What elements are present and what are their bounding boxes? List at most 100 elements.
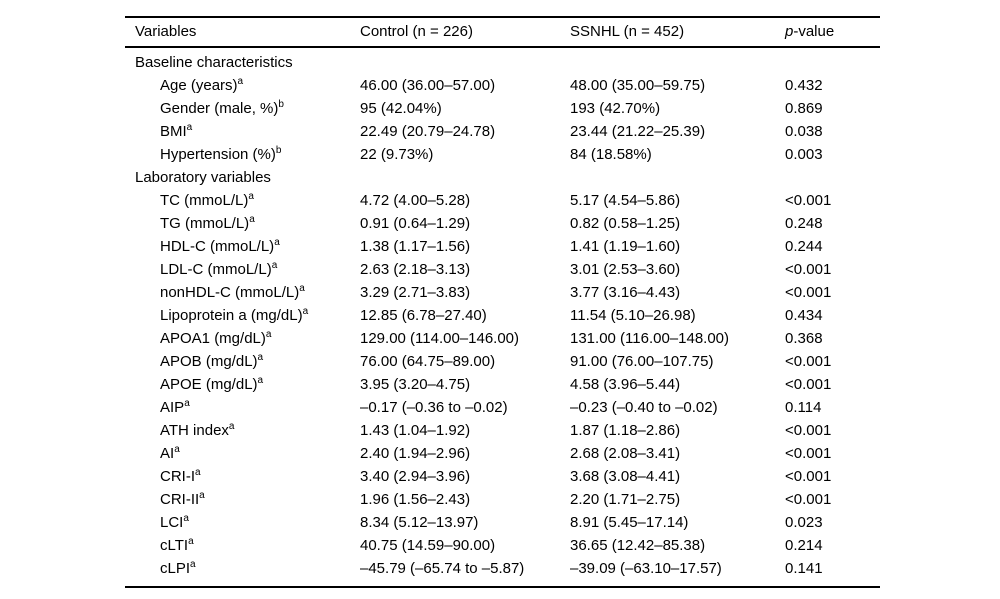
control-value-cell: 76.00 (64.75–89.00) (360, 353, 496, 370)
variable-superscript: a (183, 513, 189, 524)
variable-superscript: a (186, 122, 193, 133)
ssnhl-value-cell: 5.17 (4.54–5.86) (570, 192, 681, 209)
variable-superscript: a (199, 490, 205, 501)
variable-label: APOA1 (mg/dL) (160, 330, 266, 347)
control-value-cell: 12.85 (6.78–27.40) (360, 307, 487, 324)
table-row: APOA1 (mg/dL)a 129.00 (114.00–146.00) 131.… (125, 327, 880, 350)
pvalue-cell: 0.141 (785, 560, 823, 577)
variable-label: HDL-C (mmoL/L) (160, 238, 275, 255)
pvalue-italic-p: p (785, 23, 794, 40)
variable-superscript: a (190, 559, 196, 570)
table-row: TC (mmoL/L)a 4.72 (4.00–5.28) 5.17 (4.54–5… (125, 189, 880, 212)
control-value-cell: 129.00 (114.00–146.00) (360, 330, 520, 347)
ssnhl-value-cell: 91.00 (76.00–107.75) (570, 353, 714, 370)
variable-label: ATH index (160, 422, 229, 439)
table-row: ATH indexa 1.43 (1.04–1.92) 1.87 (1.18–2.8… (125, 419, 880, 442)
control-value-cell: –45.79 (–65.74 to –5.87) (360, 560, 525, 577)
variable-cell: Baseline characteristics (135, 51, 360, 74)
table-row: Gender (male, %)b 95 (42.04%) 193 (42.70%)… (125, 97, 880, 120)
control-value-cell: 3.29 (2.71–3.83) (360, 284, 471, 301)
control-value-cell: 1.38 (1.17–1.56) (360, 238, 471, 255)
control-value-cell: 1.43 (1.04–1.92) (360, 422, 471, 439)
table-row: CRI-Ia 3.40 (2.94–3.96) 3.68 (3.08–4.41) <0… (125, 465, 880, 488)
control-value-cell: 2.40 (1.94–2.96) (360, 445, 471, 462)
ssnhl-value-cell: 3.77 (3.16–4.43) (570, 284, 681, 301)
column-header-variables: Variables (135, 23, 197, 40)
control-value-cell: 3.40 (2.94–3.96) (360, 468, 471, 485)
pvalue-cell: 0.432 (785, 77, 823, 94)
ssnhl-value-cell: 36.65 (12.42–85.38) (570, 537, 706, 554)
variable-cell: TG (mmoL/L)a (135, 212, 360, 235)
variable-superscript: a (184, 398, 190, 409)
variable-cell: APOB (mg/dL)a (135, 350, 360, 373)
control-value-cell: 4.72 (4.00–5.28) (360, 192, 471, 209)
variable-cell: HDL-C (mmoL/L)a (135, 235, 360, 258)
pvalue-cell: <0.001 (785, 376, 832, 393)
variable-cell: AIPa (135, 396, 360, 419)
variable-label: AIP (160, 399, 185, 416)
variable-superscript: a (237, 76, 244, 87)
ssnhl-value-cell: 3.68 (3.08–4.41) (570, 468, 681, 485)
control-value-cell: 46.00 (36.00–57.00) (360, 77, 496, 94)
variable-cell: Lipoprotein a (mg/dL)a (135, 304, 360, 327)
pvalue-cell: 0.114 (785, 399, 822, 416)
pvalue-cell: 0.244 (785, 238, 823, 255)
pvalue-cell: <0.001 (785, 422, 832, 439)
variable-cell: Hypertension (%)b (135, 143, 360, 166)
ssnhl-value-cell: 3.01 (2.53–3.60) (570, 261, 681, 278)
variable-label: cLPI (160, 560, 191, 577)
variable-superscript: b (278, 99, 284, 110)
ssnhl-value-cell: 2.68 (2.08–3.41) (570, 445, 681, 462)
variable-superscript: b (275, 145, 282, 156)
control-value-cell: 2.63 (2.18–3.13) (360, 261, 471, 278)
variable-superscript: a (248, 191, 254, 202)
variable-superscript: a (302, 306, 309, 317)
table-section-row: Laboratory variables (125, 166, 880, 189)
variable-superscript: a (174, 444, 180, 455)
table-header-row: Variables Control (n = 226) SSNHL (n = 4… (125, 18, 880, 48)
ssnhl-value-cell: 0.82 (0.58–1.25) (570, 215, 681, 232)
variable-superscript: a (274, 237, 280, 248)
table-row: APOE (mg/dL)a 3.95 (3.20–4.75) 4.58 (3.96–… (125, 373, 880, 396)
variable-label: LDL-C (mmoL/L) (160, 261, 272, 278)
ssnhl-value-cell: 1.41 (1.19–1.60) (570, 238, 681, 255)
variable-cell: ATH indexa (135, 419, 360, 442)
variable-label: cLTI (160, 537, 189, 554)
table-row: Age (years)a 46.00 (36.00–57.00) 48.00 (35… (125, 74, 880, 97)
pvalue-cell: 0.214 (785, 537, 823, 554)
baseline-characteristics-table: Variables Control (n = 226) SSNHL (n = 4… (125, 16, 880, 588)
variable-cell: Laboratory variables (135, 166, 360, 189)
table-row: LDL-C (mmoL/L)a 2.63 (2.18–3.13) 3.01 (2.5… (125, 258, 880, 281)
ssnhl-value-cell: –0.23 (–0.40 to –0.02) (570, 399, 718, 416)
table-row: cLPIa –45.79 (–65.74 to –5.87) –39.09 (–63… (125, 557, 880, 580)
variable-cell: cLTIa (135, 534, 360, 557)
variable-label: CRI-I (160, 468, 195, 485)
variable-superscript: a (257, 352, 264, 363)
variable-label: LCI (160, 514, 184, 531)
variable-superscript: a (257, 375, 264, 386)
variable-superscript: a (228, 421, 235, 432)
variable-cell: BMIa (135, 120, 360, 143)
table-section-row: Baseline characteristics (125, 51, 880, 74)
ssnhl-value-cell: 84 (18.58%) (570, 146, 652, 163)
variable-cell: TC (mmoL/L)a (135, 189, 360, 212)
pvalue-cell: 0.248 (785, 215, 823, 232)
table-row: CRI-IIa 1.96 (1.56–2.43) 2.20 (1.71–2.75) <… (125, 488, 880, 511)
table-row: cLTIa 40.75 (14.59–90.00) 36.65 (12.42–85.… (125, 534, 880, 557)
variable-superscript: a (265, 329, 272, 340)
variable-label: APOE (mg/dL) (160, 376, 258, 393)
variable-label: Gender (male, %) (160, 100, 279, 117)
variable-cell: APOA1 (mg/dL)a (135, 327, 360, 350)
table-row: Lipoprotein a (mg/dL)a 12.85 (6.78–27.40)… (125, 304, 880, 327)
ssnhl-value-cell: 11.54 (5.10–26.98) (570, 307, 696, 324)
pvalue-cell: <0.001 (785, 192, 832, 209)
variable-superscript: a (271, 260, 278, 271)
table-row: Hypertension (%)b 22 (9.73%) 84 (18.58%) 0.… (125, 143, 880, 166)
variable-cell: Gender (male, %)b (135, 97, 360, 120)
pvalue-cell: 0.003 (785, 146, 823, 163)
variable-label: Laboratory variables (135, 169, 271, 186)
control-value-cell: –0.17 (–0.36 to –0.02) (360, 399, 508, 416)
control-value-cell: 95 (42.04%) (360, 100, 442, 117)
ssnhl-value-cell: 4.58 (3.96–5.44) (570, 376, 681, 393)
variable-cell: cLPIa (135, 557, 360, 580)
